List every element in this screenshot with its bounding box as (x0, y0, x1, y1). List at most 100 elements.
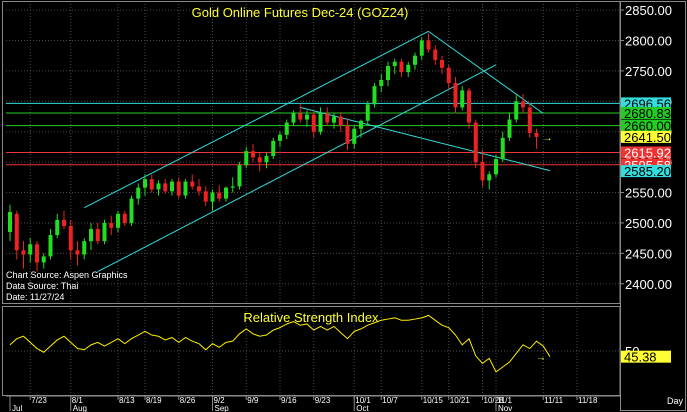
candle-body (8, 212, 12, 232)
candle-body (163, 183, 167, 191)
rsi-last-value-label: 45.38 (624, 350, 657, 365)
candle-body (508, 120, 512, 138)
day-tick-label: 10/21 (450, 396, 471, 405)
level-label: 2585.20 (624, 164, 671, 179)
day-tick-label: 9/9 (247, 396, 259, 405)
candle-body (447, 68, 451, 83)
candle-body (197, 186, 201, 191)
price-tick-label: 2850.00 (625, 3, 672, 18)
candle-body (325, 113, 329, 122)
candle-body (521, 101, 525, 107)
month-tick-label: Sep (215, 404, 230, 412)
candle-body (103, 223, 107, 241)
candle-body (386, 66, 390, 80)
candle-body (170, 182, 174, 192)
candle-body (62, 220, 66, 226)
candle-body (184, 182, 188, 196)
price-tick-label: 2400.00 (625, 277, 672, 292)
candle-body (339, 117, 343, 126)
rsi-last-arrow: → (536, 353, 546, 364)
candle-body (69, 226, 73, 250)
candle-body (177, 182, 181, 196)
level-price-labels: 2696.562680.832660.002641.502615.922595.… (621, 96, 671, 179)
candle-body (440, 60, 444, 68)
candle-body (312, 115, 316, 132)
candle-body (224, 188, 228, 199)
candle-body (89, 229, 93, 241)
candle-body (271, 141, 275, 156)
candle-body (238, 165, 242, 186)
candle-body (535, 133, 539, 137)
candle-body (35, 244, 39, 262)
candle-body (244, 151, 248, 165)
candle-body (528, 107, 532, 133)
candle-body (400, 62, 404, 72)
candle-body (366, 104, 370, 120)
candle-body (285, 123, 289, 135)
candle-body (427, 40, 431, 49)
candle-body (28, 244, 32, 254)
day-tick-label: 11/11 (544, 396, 563, 405)
candle-body (292, 113, 296, 122)
candle-body (393, 62, 397, 66)
candle-body (150, 179, 154, 189)
candle-body (278, 135, 282, 141)
candle-body (454, 83, 458, 107)
day-tick-label: 9/23 (315, 396, 331, 405)
data-source-note: Data Source: Thai (6, 281, 78, 291)
day-tick-label: 10/15 (423, 396, 444, 405)
last-price-arrow: → (543, 133, 553, 144)
candle-body (42, 256, 46, 262)
chart-source-note: Chart Source: Aspen Graphics (6, 270, 128, 280)
price-tick-label: 2750.00 (625, 64, 672, 79)
candle-body (76, 250, 80, 254)
candle-body (413, 56, 417, 65)
month-tick-label: Oct (356, 404, 369, 412)
candle-body (251, 151, 255, 157)
candle-body (157, 183, 161, 189)
candle-body (514, 101, 518, 119)
day-tick-label: 9/16 (281, 396, 297, 405)
day-tick-label: 8/13 (119, 396, 135, 405)
candle-body (467, 90, 471, 122)
price-tick-label: 2500.00 (625, 216, 672, 231)
main-chart-title: Gold Online Futures Dec-24 (GOZ24) (192, 5, 409, 20)
candle-body (359, 121, 363, 129)
day-tick-label: 7/23 (31, 396, 47, 405)
date-note: Date: 11/27/24 (6, 292, 64, 302)
candle-body (494, 159, 498, 174)
candle-body (379, 80, 383, 86)
month-tick-label: Nov (498, 404, 512, 412)
rsi-chart-title: Relative Strength Index (243, 310, 379, 325)
candle-body (332, 117, 336, 123)
price-tick-label: 2550.00 (625, 186, 672, 201)
candle-body (211, 193, 215, 202)
candle-body (501, 138, 505, 159)
month-tick-label: Aug (73, 404, 87, 412)
candle-body (116, 214, 120, 228)
price-tick-label: 2450.00 (625, 246, 672, 261)
candle-body (420, 40, 424, 55)
x-axis-unit-label: Day (667, 396, 684, 406)
month-tick-label: Jul (12, 404, 22, 412)
candle-body (319, 113, 323, 131)
level-label: 2641.50 (624, 130, 671, 145)
candle-body (143, 179, 147, 188)
candle-body (352, 129, 356, 144)
day-tick-label: 11/18 (578, 396, 598, 405)
candle-body (130, 199, 134, 223)
candle-body (231, 186, 235, 187)
candle-body (346, 126, 350, 144)
candle-body (123, 214, 127, 223)
candle-body (22, 250, 26, 254)
price-tick-label: 2800.00 (625, 33, 672, 48)
candle-body (190, 182, 194, 187)
candle-body (258, 157, 262, 162)
candle-body (460, 90, 464, 107)
candle-body (96, 229, 100, 241)
candle-body (204, 191, 208, 201)
candle-body (487, 174, 491, 180)
candle-body (55, 220, 59, 235)
